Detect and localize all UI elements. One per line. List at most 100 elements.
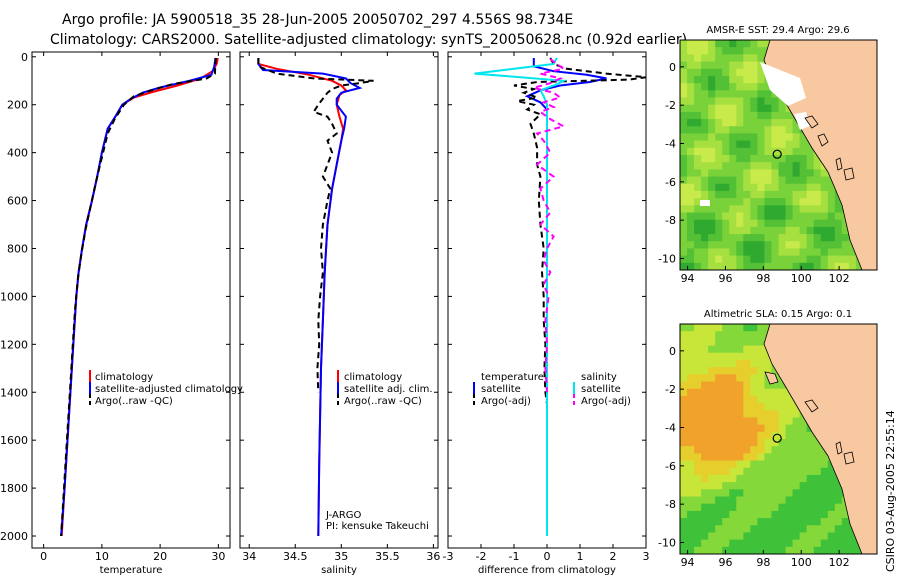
heatmap-cell	[778, 539, 787, 548]
heatmap-cell	[764, 97, 773, 106]
heatmap-cell	[771, 539, 780, 548]
heatmap-cell	[792, 126, 801, 135]
heatmap-cell	[827, 241, 836, 250]
x-tick-label: 35.5	[375, 550, 400, 563]
heatmap-cell	[694, 147, 702, 156]
heatmap-cell	[680, 446, 688, 454]
heatmap-cell	[813, 496, 822, 505]
heatmap-cell	[722, 155, 730, 163]
legend-label-satellite-adjusted: satellite-adjusted climatology	[95, 384, 243, 395]
heatmap-cell	[792, 255, 801, 264]
heatmap-cell	[750, 324, 758, 332]
heatmap-cell	[708, 133, 716, 142]
temperature-panel: 0 10 20 30 0 200 400 600 800 1000 1200 1400 1600 1800…	[0, 51, 243, 576]
heatmap-cell	[687, 54, 695, 63]
heatmap-cell	[757, 133, 766, 142]
heatmap-cell	[736, 219, 744, 228]
heatmap-cell	[813, 162, 822, 170]
heatmap-cell	[778, 474, 787, 483]
heatmap-cell	[736, 395, 744, 404]
heatmap-cell	[792, 410, 801, 419]
heatmap-cell	[701, 446, 709, 454]
heatmap-cell	[785, 205, 794, 214]
heatmap-cell	[701, 111, 709, 120]
map-y-tick-label: -8	[665, 214, 676, 227]
heatmap-cell	[820, 489, 829, 498]
heatmap-cell	[729, 467, 737, 476]
heatmap-cell	[764, 234, 773, 242]
heatmap-cell	[736, 248, 744, 257]
heatmap-cell	[813, 219, 822, 228]
heatmap-cell	[729, 460, 737, 469]
heatmap-cell	[757, 532, 766, 541]
x-tick-label: 2	[610, 550, 617, 563]
data-source-line1: J-ARGO	[325, 510, 362, 521]
heatmap-cell	[715, 219, 723, 228]
legend-label-sal-satellite: satellite	[581, 384, 621, 395]
heatmap-cell	[708, 83, 716, 91]
heatmap-cell	[834, 255, 843, 264]
heatmap-cell	[778, 395, 787, 404]
heatmap-cell	[701, 482, 709, 490]
heatmap-cell	[799, 503, 808, 512]
heatmap-cell	[736, 68, 744, 77]
heatmap-cell	[820, 198, 829, 206]
heatmap-cell	[687, 410, 695, 419]
heatmap-cell	[771, 162, 780, 170]
heatmap-cell	[750, 119, 758, 127]
heatmap-cell	[750, 460, 758, 469]
heatmap-cell	[708, 474, 716, 483]
temperature-series	[60, 57, 219, 537]
heatmap-cell	[778, 133, 787, 142]
y-tick-label: 200	[7, 99, 28, 112]
heatmap-cell	[708, 119, 716, 127]
heatmap-cell	[806, 241, 815, 250]
heatmap-cell	[785, 503, 794, 512]
heatmap-cell	[750, 155, 758, 163]
heatmap-cell	[694, 226, 702, 235]
heatmap-cell	[792, 133, 801, 142]
heatmap-cell	[792, 546, 801, 554]
heatmap-cell	[694, 424, 702, 433]
heatmap-cell	[841, 503, 850, 512]
heatmap-cell	[750, 388, 758, 397]
heatmap-cell	[708, 226, 716, 235]
heatmap-cell	[778, 439, 787, 447]
sla-map-panel: Altimetric SLA: 0.15 Argo: 0.1 94 96 98 100…	[658, 309, 878, 569]
heatmap-cell	[743, 546, 751, 554]
heatmap-cell	[715, 424, 723, 433]
heatmap-cell	[834, 262, 843, 270]
heatmap-cell	[743, 140, 751, 149]
heatmap-cell	[764, 140, 773, 149]
heatmap-cell	[715, 359, 723, 368]
heatmap-cell	[750, 68, 758, 77]
heatmap-cell	[743, 255, 751, 264]
heatmap-cell	[708, 410, 716, 419]
heatmap-cell	[729, 446, 737, 454]
heatmap-cell	[806, 183, 815, 192]
heatmap-cell	[757, 176, 766, 185]
heatmap-cell	[701, 212, 709, 221]
heatmap-cell	[757, 90, 766, 99]
heatmap-cell	[736, 439, 744, 447]
heatmap-cell	[792, 431, 801, 440]
heatmap-cell	[757, 219, 766, 228]
heatmap-cell	[680, 503, 688, 512]
heatmap-cell	[680, 155, 688, 163]
heatmap-cell	[708, 338, 716, 347]
heatmap-cell	[799, 176, 808, 185]
heatmap-cell	[785, 162, 794, 170]
heatmap-cell	[806, 162, 815, 170]
heatmap-cell	[771, 176, 780, 185]
heatmap-cell	[708, 47, 716, 55]
heatmap-cell	[757, 467, 766, 476]
heatmap-cell	[792, 446, 801, 454]
heatmap-cell	[701, 155, 709, 163]
heatmap-cell	[764, 248, 773, 257]
heatmap-cell	[715, 61, 723, 70]
heatmap-cell	[722, 374, 730, 383]
heatmap-cell	[736, 489, 744, 498]
heatmap-cell	[834, 489, 843, 498]
heatmap-cell	[771, 482, 780, 490]
heatmap-cell	[694, 111, 702, 120]
